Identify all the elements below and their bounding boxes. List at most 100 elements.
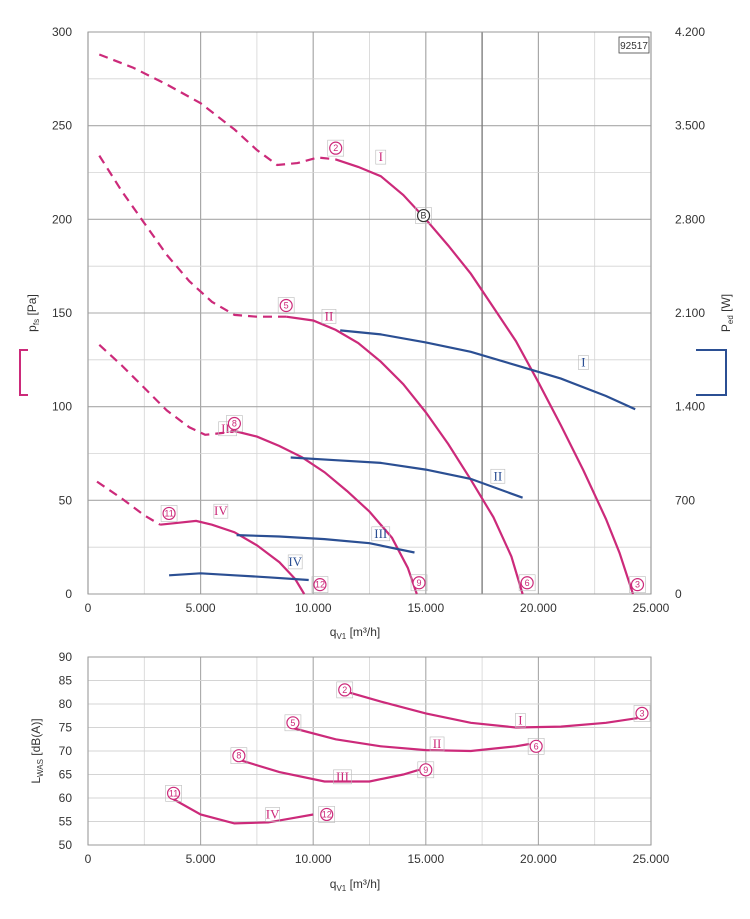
performance-plot: 0 5.000 10.000 15.000 20.000 25.0000501001502… [19,25,735,641]
svg-text:IV: IV [266,806,280,821]
svg-text:3: 3 [635,580,640,590]
svg-text:12: 12 [322,809,332,819]
x-tick-label: 10.000 [295,601,332,615]
svg-text:8: 8 [236,751,241,761]
pressure-curve-I [335,158,635,595]
operating-point-marker: 3 [629,576,646,593]
svg-text:3: 3 [639,708,644,718]
svg-text:II: II [494,468,503,483]
power-curve-I [340,329,636,411]
x-axis-label: qV1 [m³/h] [330,625,381,641]
sound-curve-I [339,688,638,729]
sound-point-marker: 5 [284,714,302,732]
svg-text:III: III [374,526,387,541]
sound-curve-III [240,759,420,783]
svg-text:6: 6 [525,578,530,588]
x-tick-label: 25.000 [633,852,670,866]
y2-tick-label: 0 [675,587,682,601]
svg-text:9: 9 [417,578,422,588]
svg-text:IV: IV [214,503,228,518]
y-tick-label: 200 [52,212,72,226]
y-tick-label: 90 [59,650,73,664]
y-tick-label: 80 [59,697,73,711]
x-tick-label: 25.000 [633,601,670,615]
y-tick-label: 85 [59,674,73,688]
sound-curve-IV [170,797,314,825]
svg-text:I: I [379,149,383,164]
power-curve-II [290,456,523,499]
operating-point-marker: 9 [410,574,428,592]
power-curve-label: I [578,355,589,370]
svg-text:6: 6 [534,741,539,751]
y2-tick-label: 1.400 [675,400,705,414]
pressure-curve-label: IV [213,503,228,519]
pressure-curve-IV-dashed [96,480,161,526]
x-tick-label: 0 [85,601,92,615]
operating-point-marker: 12 [311,576,329,593]
svg-text:11: 11 [169,788,178,798]
svg-text:12: 12 [315,580,325,590]
sound-point-marker: 8 [230,747,248,765]
pressure-curve-label: II [321,308,337,324]
diagram-code-label: 92517 [618,36,650,54]
svg-text:2: 2 [333,143,338,153]
x-tick-label: 15.000 [407,852,444,866]
pressure-curve-III-dashed [98,343,235,436]
x-tick-label: 20.000 [520,852,557,866]
power-curve-IV [169,572,309,582]
operating-point-marker: 2 [327,139,345,157]
svg-text:92517: 92517 [620,41,648,52]
x-tick-label: 5.000 [186,852,216,866]
sound-point-marker: 12 [318,806,336,823]
y2-tick-label: 2.800 [675,212,705,226]
sound-point-marker: 9 [417,761,435,779]
sound-curve-label: III [333,769,352,785]
svg-text:11: 11 [164,508,173,518]
svg-text:I: I [581,355,585,370]
x-tick-label: 20.000 [520,601,557,615]
svg-text:II: II [433,736,442,751]
sound-point-marker: 6 [527,737,545,755]
sound-curve-label: I [515,712,526,728]
y-tick-label: 65 [59,768,73,782]
y-tick-label: 75 [59,721,73,735]
y-tick-label: 150 [52,306,72,320]
performance-grid [87,31,652,595]
x-axis-label: qV1 [m³/h] [330,877,381,893]
operating-point-marker: 11 [160,505,178,522]
y-tick-label: 55 [59,815,73,829]
operating-point-marker: 8 [226,415,243,432]
x-tick-label: 15.000 [407,601,444,615]
sound-plot: 0 5.000 10.000 15.000 20.000 25.0005055606570… [29,650,670,893]
x-tick-label: 0 [85,852,92,866]
y-tick-label: 50 [59,838,73,852]
y-tick-label: 250 [52,119,72,133]
y-tick-label: 100 [52,400,72,414]
svg-text:8: 8 [232,419,237,429]
sound-point-marker: 2 [336,681,354,699]
svg-text:B: B [421,211,427,221]
sound-curve-label: II [429,736,445,752]
x-tick-label: 10.000 [295,852,332,866]
svg-text:II: II [325,308,334,323]
y2-tick-label: 3.500 [675,119,705,133]
y-tick-label: 70 [59,744,73,758]
y2-tick-label: 700 [675,493,695,507]
svg-text:III: III [336,769,349,784]
svg-text:I: I [518,712,522,727]
y-tick-label: 0 [65,587,72,601]
sound-frame [87,656,652,846]
sound-curve-II [290,726,530,753]
pressure-curve-II-dashed [98,155,287,318]
x-tick-label: 5.000 [186,601,216,615]
sound-curve-label: IV [265,806,280,822]
pressure-curve-III [234,429,418,595]
sound-point-marker: 11 [165,784,182,802]
y-tick-label: 300 [52,25,72,39]
svg-text:2: 2 [342,685,347,695]
y-axis-label: pfs [Pa] [25,294,41,332]
y-axis-label: LWAS [dB(A)] [29,718,45,783]
svg-text:5: 5 [284,301,289,311]
pressure-legend-bracket [19,349,28,396]
operating-point-marker: B [415,207,432,224]
